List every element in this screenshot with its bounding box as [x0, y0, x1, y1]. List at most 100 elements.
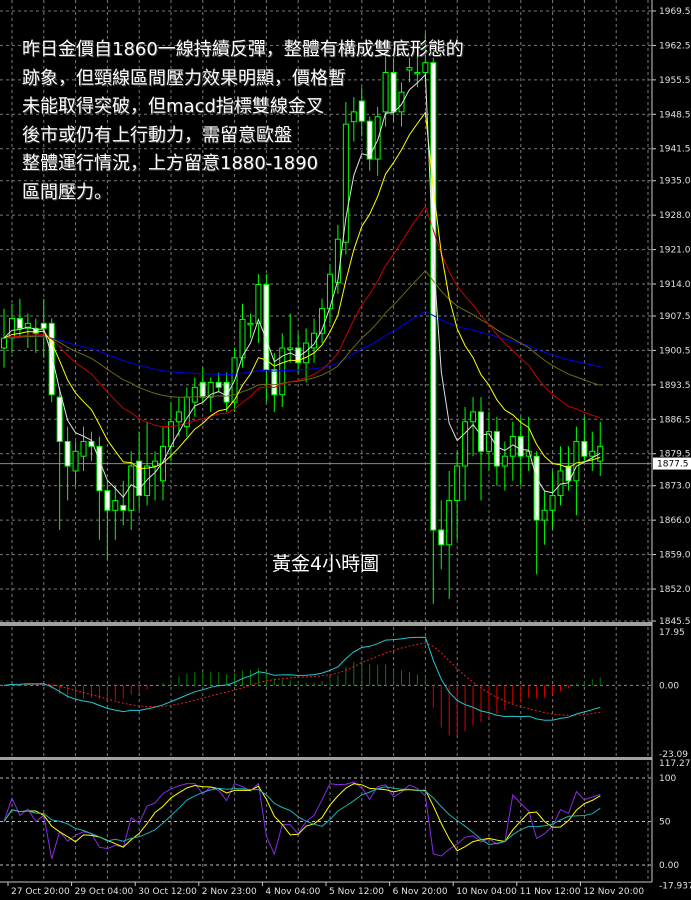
candle-body-bull	[287, 347, 294, 350]
candle-body-bull	[589, 450, 596, 457]
candle-body-bull	[454, 465, 461, 501]
oscillator-axis-label: 100	[659, 774, 676, 784]
candle	[525, 416, 532, 471]
candle	[120, 480, 127, 526]
time-axis-label: 27 Oct 20:00	[11, 887, 70, 897]
candle-body-bear	[215, 381, 222, 388]
candle	[96, 436, 103, 540]
candle	[64, 426, 71, 501]
candle	[136, 431, 143, 511]
candle	[88, 431, 95, 462]
candle-body-bear	[581, 440, 588, 457]
candle-body-bull	[255, 284, 262, 324]
price-axis-label: 1921.0	[659, 246, 691, 256]
candle-body-bull	[247, 322, 254, 326]
price-axis-label: 1873.0	[659, 482, 691, 492]
candle-body-bear	[565, 465, 572, 482]
candle-body-bull	[557, 470, 564, 497]
candle	[565, 446, 572, 491]
candle-body-bear	[533, 455, 540, 521]
candle-body-bull	[326, 273, 333, 310]
candle-body-bull	[24, 322, 31, 329]
price-axis-label: 1914.0	[659, 280, 691, 290]
candle-body-bear	[56, 396, 63, 442]
time-axis-label: 2 Nov 23:00	[202, 887, 257, 897]
candle-body-bull	[470, 411, 477, 423]
candle-body-bull	[462, 421, 469, 467]
candle-body-bear	[199, 381, 206, 398]
annotation-line: 整體運行情況，上方留意1880-1890	[22, 153, 319, 174]
candle-body-bull	[350, 111, 357, 123]
candle	[533, 451, 540, 575]
candle-body-bull	[549, 495, 556, 511]
candle-body-bull	[112, 499, 119, 511]
annotation-line: 後市或仍有上行動力，需留意歐盤	[22, 124, 292, 146]
candle	[597, 421, 604, 476]
panel-separator	[0, 622, 652, 626]
candle-body-bear	[136, 460, 143, 497]
candle-body-bull	[406, 67, 413, 71]
candle	[40, 298, 47, 358]
time-axis-label: 10 Nov 04:00	[456, 887, 517, 897]
candle-body-bear	[120, 504, 127, 511]
panel-separator	[0, 757, 652, 760]
annotation-line: 跡象，但頸線區間壓力效果明顯，價格暫	[22, 67, 346, 89]
candle	[319, 298, 325, 344]
candle	[255, 274, 262, 344]
candle-body-bear	[263, 284, 270, 371]
candle-body-bear	[271, 369, 278, 396]
candle	[56, 387, 63, 530]
candle	[175, 397, 182, 437]
moving-average-line	[3, 310, 601, 376]
moving-average-line	[3, 111, 601, 470]
candle	[438, 500, 445, 570]
candle-body-bull	[501, 455, 508, 467]
candle	[501, 441, 508, 491]
candle	[48, 318, 55, 403]
time-axis-label: 30 Oct 12:00	[138, 887, 197, 897]
candle-body-bull	[414, 71, 421, 75]
candle	[462, 407, 469, 501]
price-axis-label: 1859.0	[659, 551, 691, 561]
price-axis-label: 1928.0	[659, 211, 691, 221]
moving-average-line	[3, 73, 601, 499]
candle-body-bear	[390, 71, 397, 113]
candle-body-bull	[485, 431, 492, 452]
oscillator-axis-label: -17.937	[659, 882, 691, 892]
time-axis-label: 6 Nov 20:00	[393, 887, 448, 897]
candle-body-bull	[319, 308, 325, 334]
price-axis-label: 1886.5	[659, 415, 691, 425]
candle	[295, 333, 302, 373]
candle	[223, 372, 230, 412]
candle	[581, 416, 588, 462]
oscillator-slow-line	[3, 786, 601, 846]
candle	[509, 421, 516, 481]
candle-body-bear	[104, 490, 111, 511]
candle	[24, 313, 31, 348]
candle-body-bear	[16, 317, 23, 329]
candle	[517, 416, 524, 486]
annotation-line: 區間壓力。	[22, 181, 112, 203]
candle	[446, 470, 453, 599]
candle	[589, 431, 596, 471]
candle-body-bull	[191, 386, 198, 403]
candle	[342, 102, 349, 255]
moving-average-line	[3, 269, 601, 398]
macd-axis-label: 17.95	[659, 628, 685, 638]
price-axis-label: 1893.5	[659, 381, 691, 391]
candle	[303, 328, 310, 383]
candle	[414, 52, 421, 88]
candle-body-bull	[446, 499, 453, 546]
candle-body-bull	[382, 71, 389, 113]
candle	[350, 97, 357, 142]
oscillator-signal-line	[3, 783, 601, 852]
candle	[557, 446, 564, 506]
price-axis-label: 1852.0	[659, 585, 691, 595]
candle-body-bull	[1, 337, 7, 349]
candle-body-bear	[32, 327, 39, 334]
price-axis-label: 1969.5	[659, 7, 691, 17]
candle-body-bull	[374, 116, 381, 160]
annotation-line: 昨日金價自1860一線持續反彈，整體有構成雙底形態的	[22, 39, 464, 60]
